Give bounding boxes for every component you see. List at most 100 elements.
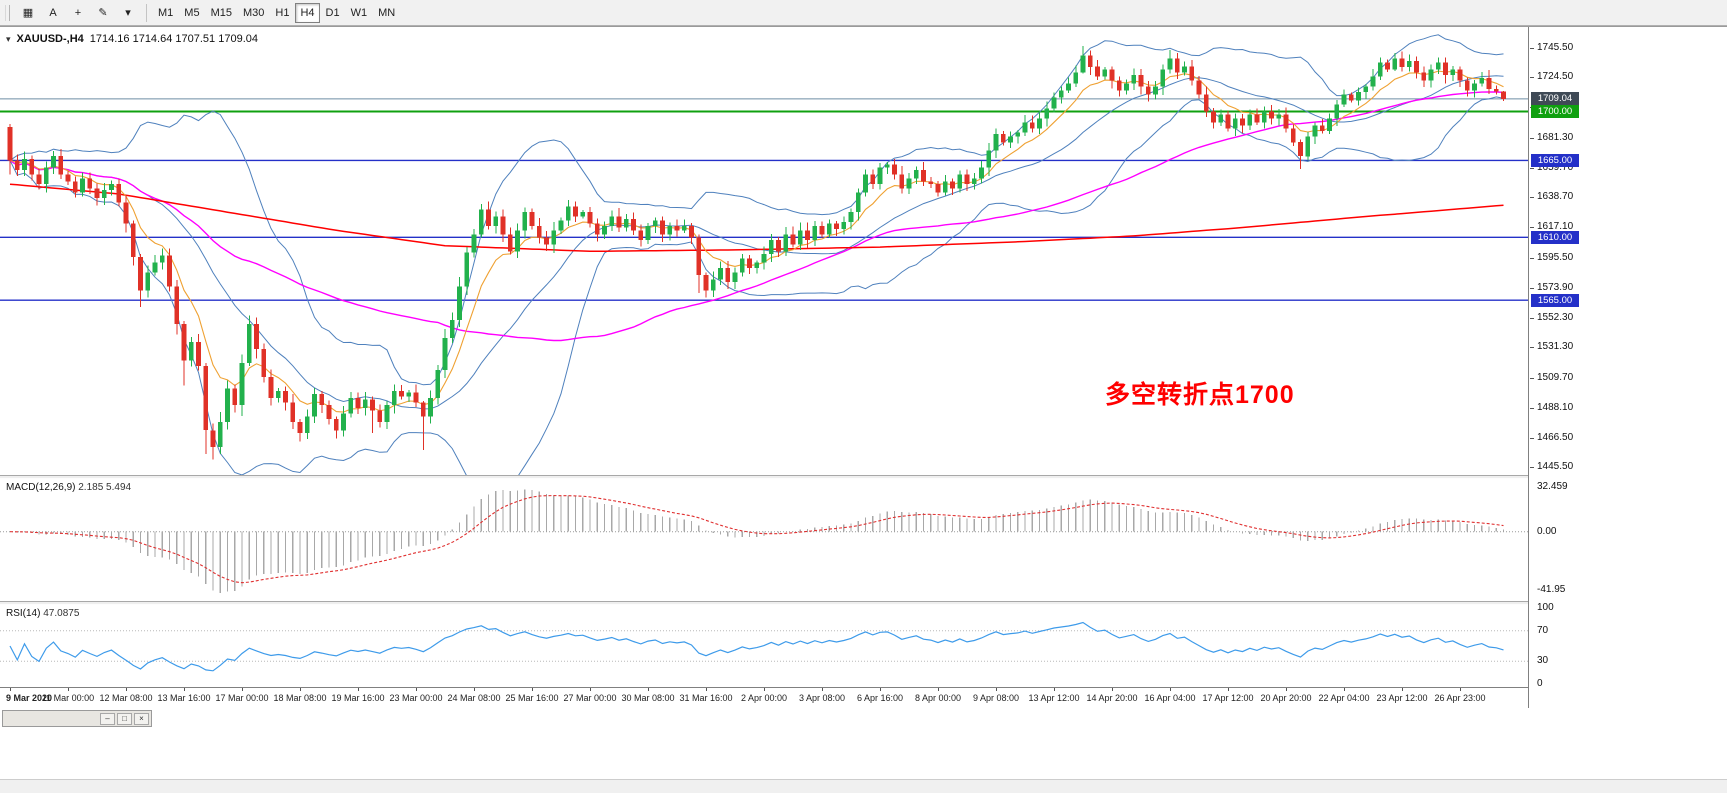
price-tag: 1700.00 (1531, 105, 1579, 118)
time-tick (1228, 688, 1229, 691)
time-tick (822, 688, 823, 691)
rsi-values-text: 47.0875 (43, 608, 80, 619)
time-tick (1402, 688, 1403, 691)
price-tick-label: 1488.10 (1537, 401, 1574, 413)
scale-tick (1530, 77, 1534, 79)
timeframe-button-M1[interactable]: M1 (153, 3, 178, 23)
time-axis-label: 12 Mar 08:00 (99, 693, 153, 703)
timeframe-button-MN[interactable]: MN (373, 3, 400, 23)
time-tick (1286, 688, 1287, 691)
close-icon[interactable]: × (134, 712, 149, 725)
dropdown-caret-button[interactable]: ▾ (116, 3, 140, 23)
price-scale[interactable]: 1745.501724.501702.901681.301659.701638.… (1530, 27, 1727, 708)
time-axis-label: 13 Mar 16:00 (157, 693, 211, 703)
time-tick (1054, 688, 1055, 691)
price-tick-label: 1724.50 (1537, 71, 1574, 83)
chart-title: ▾ XAUUSD-,H4 1714.16 1714.64 1707.51 170… (6, 33, 258, 45)
crosshair-icon: + (74, 6, 82, 19)
rsi-scale-label: 30 (1537, 655, 1549, 667)
time-axis-label: 27 Mar 00:00 (563, 693, 617, 703)
price-chart-canvas[interactable] (0, 29, 1528, 475)
price-tick-label: 1466.50 (1537, 431, 1574, 443)
time-tick (996, 688, 997, 691)
macd-canvas[interactable] (0, 479, 1528, 601)
chart-collapse-icon[interactable]: ▾ (6, 33, 11, 44)
dropdown-caret-icon: ▾ (125, 6, 131, 19)
price-tick-label: 1681.30 (1537, 131, 1574, 143)
horizontal-scrollbar[interactable] (0, 779, 1727, 793)
price-tick-label: 1531.30 (1537, 341, 1574, 353)
scale-tick (1530, 347, 1534, 349)
time-tick (648, 688, 649, 691)
time-tick (1170, 688, 1171, 691)
toolbar-grip[interactable] (5, 4, 10, 21)
timeframe-button-W1[interactable]: W1 (346, 3, 373, 23)
time-tick (126, 688, 127, 691)
chart-plot[interactable]: 9 Mar 2020 11 Mar 00:00 12 Mar 08:00 13 Mar… (0, 27, 1529, 708)
timeframe-group: M1 M5 M15 M30 H1 H4 D1 W1 MN (153, 2, 400, 23)
time-axis-label: 22 Apr 04:00 (1318, 693, 1370, 703)
timeframe-button-D1[interactable]: D1 (321, 3, 345, 23)
macd-values-text: 2.185 5.494 (78, 482, 132, 493)
time-axis-label: 6 Apr 16:00 (856, 693, 904, 703)
time-axis-label: 14 Apr 20:00 (1086, 693, 1138, 703)
chart-window: 9 Mar 2020 11 Mar 00:00 12 Mar 08:00 13 Mar… (0, 26, 1727, 793)
timeframe-button-M15[interactable]: M15 (206, 3, 237, 23)
time-tick (532, 688, 533, 691)
timeframe-button-H4[interactable]: H4 (295, 2, 320, 23)
scale-tick (1530, 257, 1534, 259)
time-axis-label: 25 Mar 16:00 (505, 693, 559, 703)
scale-tick (1530, 467, 1534, 469)
time-axis-label: 17 Mar 00:00 (215, 693, 269, 703)
maximize-icon[interactable]: □ (117, 712, 132, 725)
price-tag: 1565.00 (1531, 293, 1579, 307)
scale-tick (1530, 407, 1534, 409)
time-tick (1112, 688, 1113, 691)
tile-windows-icon: ▦ (22, 6, 34, 19)
time-tick (764, 688, 765, 691)
time-axis-label: 31 Mar 16:00 (679, 693, 733, 703)
time-axis[interactable]: 9 Mar 2020 11 Mar 00:00 12 Mar 08:00 13 Mar… (0, 687, 1528, 708)
time-tick (1344, 688, 1345, 691)
line-studies-button[interactable]: ✎ (91, 3, 115, 23)
tile-windows-button[interactable]: ▦ (16, 3, 40, 23)
chart-ohlc-values: 1714.16 1714.64 1707.51 1709.04 (89, 33, 258, 45)
panel-separator[interactable] (0, 601, 1528, 605)
restore-icon[interactable]: – (100, 712, 115, 725)
time-axis-label: 3 Apr 08:00 (798, 693, 846, 703)
time-axis-label: 11 Mar 00:00 (41, 693, 95, 703)
rsi-canvas[interactable] (0, 605, 1528, 687)
rsi-indicator-label: RSI(14) 47.0875 (6, 608, 79, 619)
time-tick (242, 688, 243, 691)
scale-tick (1530, 437, 1534, 439)
minimized-chart-bar[interactable]: – □ × (2, 710, 152, 727)
time-tick (590, 688, 591, 691)
chart-annotation-text: 多空转折点1700 (1105, 381, 1295, 409)
rsi-scale-label: 70 (1537, 624, 1549, 636)
rsi-scale-label: 100 (1537, 602, 1554, 613)
text-annotation-button[interactable]: A (41, 3, 65, 23)
price-tick-label: 1573.90 (1537, 281, 1574, 293)
scale-tick (1530, 287, 1534, 289)
time-axis-label: 26 Apr 23:00 (1434, 693, 1486, 703)
price-tick-label: 1745.50 (1537, 41, 1574, 53)
price-tick-label: 1445.50 (1537, 461, 1574, 473)
panel-separator[interactable] (0, 475, 1528, 479)
scale-tick (1530, 137, 1534, 139)
time-tick (10, 688, 11, 691)
crosshair-button[interactable]: + (66, 3, 90, 23)
price-tick-label: 1617.10 (1537, 221, 1574, 233)
time-axis-label: 18 Mar 08:00 (273, 693, 327, 703)
chart-tools-group: ▦ A + ✎ ▾ (16, 3, 140, 23)
macd-indicator-label: MACD(12,26,9) 2.185 5.494 (6, 482, 131, 493)
time-axis-label: 9 Mar 2020 (6, 693, 53, 703)
time-axis-label: 13 Apr 12:00 (1028, 693, 1080, 703)
time-tick (706, 688, 707, 691)
timeframe-button-M30[interactable]: M30 (238, 3, 269, 23)
time-tick (938, 688, 939, 691)
timeframe-button-M5[interactable]: M5 (179, 3, 204, 23)
price-tag: 1709.04 (1531, 92, 1579, 106)
scale-tick (1530, 197, 1534, 199)
timeframe-button-H1[interactable]: H1 (270, 3, 294, 23)
